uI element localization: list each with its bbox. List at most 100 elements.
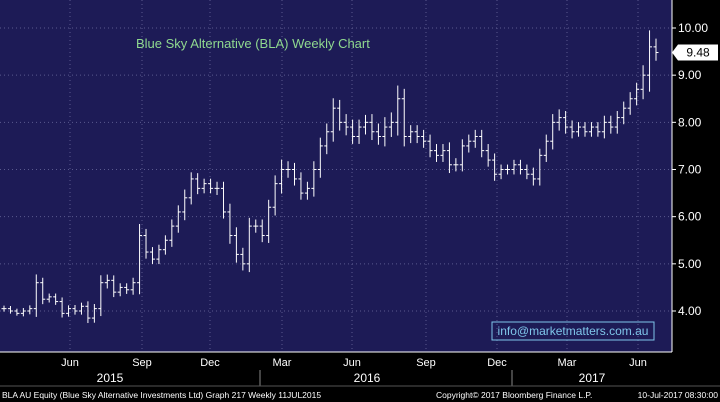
price-bar — [1, 305, 7, 312]
price-bar — [453, 158, 459, 172]
price-bar — [479, 129, 485, 158]
price-axis: 10.00 9.00 8.00 7.00 6.00 5.00 4.00 — [671, 0, 708, 352]
price-bar — [279, 159, 285, 194]
x-year-label: 2017 — [579, 371, 606, 385]
price-bar — [91, 304, 97, 323]
price-bar — [601, 115, 607, 139]
x-month-label: Jun — [343, 357, 361, 369]
price-bars — [1, 30, 659, 324]
price-bar — [337, 99, 343, 131]
x-month-label: Sep — [416, 357, 436, 369]
price-bar — [130, 277, 136, 295]
price-bar — [614, 111, 620, 134]
watermark-text: info@marketmatters.com.au — [498, 324, 649, 338]
price-bar — [317, 137, 323, 178]
price-bar — [40, 277, 46, 305]
price-bar — [72, 305, 78, 315]
price-bar — [427, 134, 433, 158]
x-month-label: Dec — [487, 357, 507, 369]
price-bar — [14, 308, 20, 316]
price-bar — [498, 164, 504, 180]
price-bar — [156, 244, 162, 265]
plot-background — [0, 0, 672, 352]
bottom-axis-panel — [0, 352, 720, 402]
price-bar — [563, 111, 569, 134]
price-bar — [530, 167, 536, 186]
price-bar — [85, 301, 91, 324]
price-bar — [440, 144, 446, 162]
price-bar — [608, 115, 614, 134]
y-tick-label: 6.00 — [678, 210, 702, 224]
price-bar — [246, 217, 252, 273]
price-bar — [27, 305, 33, 315]
x-month-label: Dec — [200, 357, 220, 369]
price-bar — [266, 199, 272, 243]
price-bar — [434, 144, 440, 162]
price-bar — [350, 119, 356, 144]
y-tick-label: 9.00 — [678, 68, 702, 82]
price-bar — [556, 109, 562, 131]
price-bar — [485, 144, 491, 167]
price-bar — [272, 175, 278, 216]
price-bar — [505, 164, 511, 175]
price-bar — [343, 114, 349, 136]
price-bar — [304, 181, 310, 200]
price-bar — [537, 148, 543, 186]
price-bar — [550, 114, 556, 150]
price-bar — [227, 203, 233, 244]
price-bar — [466, 134, 472, 153]
price-bar — [208, 178, 214, 194]
price-bar — [472, 129, 478, 148]
price-bar — [621, 101, 627, 125]
price-bar — [595, 122, 601, 137]
price-bar — [233, 227, 239, 263]
price-bar — [104, 274, 110, 289]
price-bar — [182, 189, 188, 221]
price-bar — [401, 88, 407, 147]
price-bar — [311, 161, 317, 197]
price-bar — [33, 274, 39, 317]
x-month-label: Jun — [61, 357, 79, 369]
x-year-label: 2016 — [354, 371, 381, 385]
y-tick-label: 5.00 — [678, 257, 702, 271]
price-bar — [524, 164, 530, 180]
price-bar — [124, 283, 130, 294]
price-bar — [253, 219, 259, 233]
price-bar — [298, 172, 304, 200]
price-bar — [634, 82, 640, 106]
price-bar — [66, 305, 72, 317]
price-bar — [492, 153, 498, 181]
y-tick-label: 7.00 — [678, 163, 702, 177]
price-bar — [653, 38, 659, 61]
price-bar — [395, 85, 401, 136]
price-bar — [582, 122, 588, 137]
price-bar — [59, 297, 65, 318]
price-bar — [324, 123, 330, 155]
last-price-marker: 9.48 — [672, 44, 718, 61]
price-bar — [640, 65, 646, 100]
price-bar — [111, 275, 117, 298]
time-axis: Jun Sep Dec Mar Jun Sep Dec Mar Jun 2015 2016 2017 — [0, 351, 672, 386]
price-bar — [421, 129, 427, 148]
price-bar — [291, 162, 297, 186]
price-bar — [569, 120, 575, 139]
price-bar — [414, 125, 420, 144]
price-bar — [259, 219, 265, 243]
price-bar — [149, 247, 155, 265]
x-month-label: Mar — [558, 357, 577, 369]
y-tick-label: 10.00 — [678, 21, 708, 35]
price-bar — [162, 235, 168, 255]
price-bar — [20, 308, 26, 317]
price-bar — [375, 123, 381, 145]
price-bar — [117, 283, 123, 297]
y-tick-label: 4.00 — [678, 304, 702, 318]
x-month-label: Jun — [629, 357, 647, 369]
price-bar — [511, 159, 517, 175]
price-bar — [330, 98, 336, 142]
price-bar — [169, 219, 175, 247]
y-tick-label: 8.00 — [678, 115, 702, 129]
price-bar — [543, 134, 549, 162]
price-bar — [408, 125, 414, 144]
price-bar — [363, 114, 369, 135]
price-bar — [220, 181, 226, 219]
